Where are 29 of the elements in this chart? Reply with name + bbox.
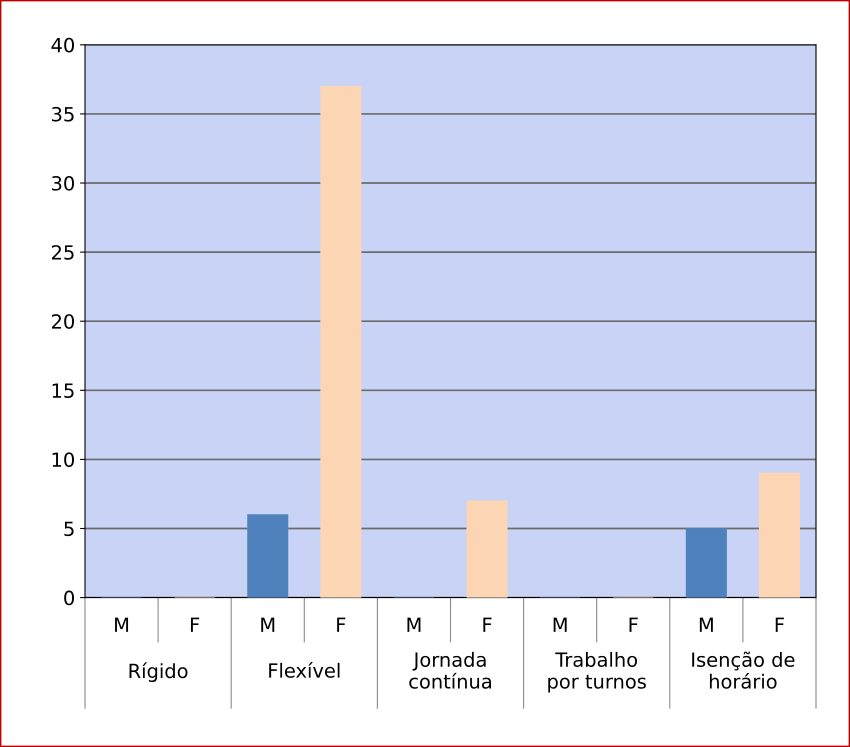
- text: M: [554, 618, 567, 632]
- y-tick-label: 5: [64, 522, 74, 536]
- x-tick-label: Flexível: [269, 662, 340, 678]
- y-tick-label: 0: [64, 590, 74, 606]
- x-tick-label: Rígido: [130, 662, 188, 682]
- text: F: [483, 618, 492, 632]
- y-tick-label: 25: [52, 245, 74, 260]
- y-tick-label: 15: [52, 384, 74, 398]
- y-tick-label: 30: [52, 176, 74, 191]
- text: M: [407, 618, 420, 632]
- bar: [466, 500, 508, 598]
- bar: [247, 514, 288, 598]
- x-tick-label: Trabalho por turnos: [548, 652, 646, 693]
- text: M: [700, 618, 713, 632]
- bar: [758, 472, 800, 598]
- x-tick-label: Jornada contínua: [409, 652, 491, 689]
- y-tick-label: 20: [52, 314, 74, 329]
- y-tick-label: 10: [52, 452, 74, 468]
- text: F: [776, 618, 784, 632]
- series-label: F: [190, 618, 200, 632]
- text: F: [630, 618, 638, 632]
- series-label: M: [115, 618, 128, 632]
- bar: [320, 86, 362, 598]
- y-tick-label: 35: [52, 106, 74, 122]
- bar: [686, 528, 727, 598]
- y-tick-label: 40: [51, 38, 74, 52]
- text: F: [337, 618, 346, 632]
- x-tick-label: Isenção de horário: [692, 652, 794, 689]
- text: M: [261, 618, 274, 632]
